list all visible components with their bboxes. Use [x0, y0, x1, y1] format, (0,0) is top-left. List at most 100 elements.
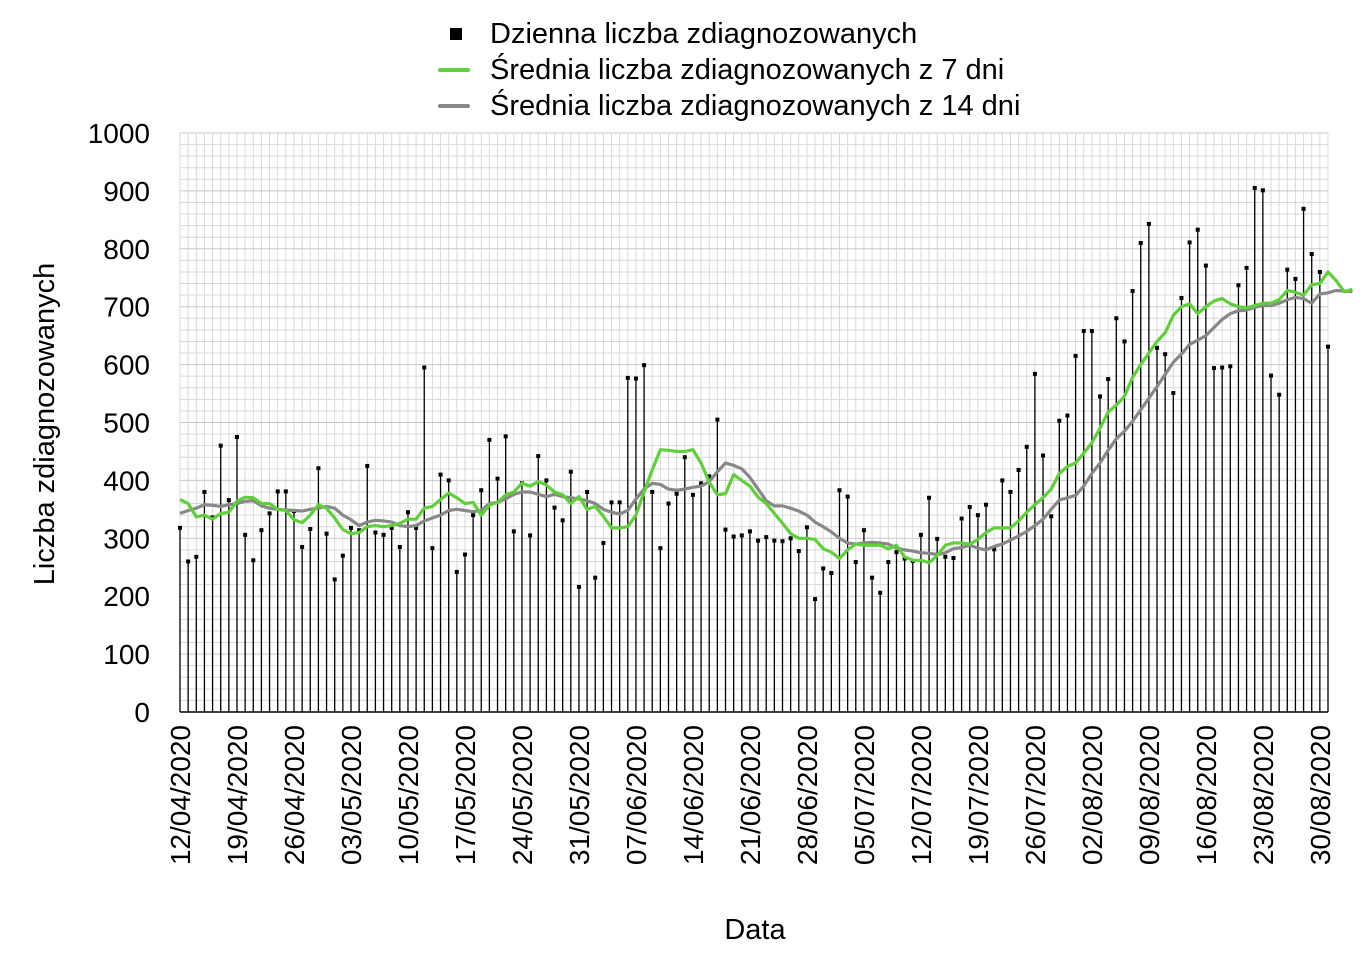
daily-marker — [1309, 252, 1314, 257]
daily-marker — [788, 536, 793, 541]
y-tick-label: 100 — [103, 639, 150, 670]
y-axis-title: Liczba zdiagnozowanych — [29, 263, 61, 585]
daily-marker — [935, 536, 940, 541]
daily-marker — [560, 518, 565, 523]
daily-marker — [894, 550, 899, 555]
x-axis-ticks: 12/04/2020 19/04/2020 26/04/2020 03/05/2020… — [165, 725, 1336, 865]
average-lines — [179, 270, 1353, 713]
daily-marker — [796, 549, 801, 554]
daily-marker — [1317, 269, 1322, 274]
daily-marker — [666, 501, 671, 506]
daily-marker — [1252, 186, 1257, 191]
daily-marker — [544, 478, 549, 483]
daily-marker — [1098, 394, 1103, 399]
daily-marker — [348, 525, 353, 530]
daily-marker — [870, 575, 875, 580]
daily-marker — [1277, 392, 1282, 397]
daily-marker — [682, 455, 687, 460]
legend-square-marker — [438, 16, 478, 52]
daily-marker — [414, 525, 419, 530]
x-tick-label: 10/05/2020 — [393, 725, 424, 865]
daily-marker — [397, 544, 402, 549]
daily-marker — [1008, 489, 1013, 494]
daily-marker — [471, 513, 476, 518]
daily-marker — [1228, 364, 1233, 369]
daily-marker — [316, 466, 321, 471]
daily-marker — [1114, 316, 1119, 321]
daily-marker — [218, 443, 223, 448]
y-tick-label: 0 — [134, 697, 150, 728]
x-tick-label: 14/06/2020 — [678, 725, 709, 865]
y-tick-label: 400 — [103, 465, 150, 496]
daily-marker — [715, 417, 720, 422]
x-tick-label: 16/08/2020 — [1191, 725, 1222, 865]
daily-marker — [300, 544, 305, 549]
daily-marker — [861, 528, 866, 533]
daily-marker — [756, 538, 761, 543]
daily-marker — [234, 434, 239, 439]
daily-marker — [259, 528, 264, 533]
daily-marker — [178, 525, 182, 530]
daily-marker — [552, 505, 557, 510]
daily-marker — [1000, 478, 1005, 483]
daily-marker — [503, 434, 508, 439]
daily-marker — [568, 469, 573, 474]
daily-marker — [1187, 240, 1192, 245]
y-tick-label: 300 — [103, 523, 150, 554]
x-tick-label: 24/05/2020 — [507, 725, 538, 865]
daily-marker — [959, 516, 964, 521]
daily-marker — [992, 547, 997, 552]
daily-marker — [536, 454, 541, 459]
daily-marker — [1089, 329, 1094, 334]
daily-marker — [267, 511, 272, 516]
daily-marker — [438, 472, 443, 477]
daily-marker — [194, 554, 199, 559]
daily-series — [178, 186, 1330, 712]
daily-marker — [381, 532, 386, 537]
daily-marker — [1285, 267, 1290, 272]
daily-marker — [984, 502, 989, 507]
daily-marker — [1130, 289, 1135, 294]
daily-marker — [1049, 514, 1054, 519]
daily-marker — [642, 363, 647, 368]
daily-marker — [186, 559, 191, 564]
x-tick-label: 17/05/2020 — [450, 725, 481, 865]
chart-grid — [179, 132, 1329, 713]
daily-marker — [1203, 263, 1208, 268]
daily-marker — [487, 437, 492, 442]
x-tick-label: 30/08/2020 — [1305, 725, 1336, 865]
daily-marker — [373, 530, 378, 535]
daily-marker — [357, 528, 362, 533]
daily-marker — [226, 498, 231, 503]
daily-marker — [674, 491, 679, 496]
y-tick-label: 500 — [103, 408, 150, 439]
daily-marker — [804, 525, 809, 530]
daily-marker — [576, 584, 581, 589]
daily-marker — [340, 553, 345, 558]
x-tick-label: 19/07/2020 — [963, 725, 994, 865]
daily-marker — [780, 539, 785, 544]
daily-marker — [878, 590, 883, 595]
daily-marker — [829, 571, 834, 576]
y-tick-label: 1000 — [88, 118, 150, 149]
daily-marker — [1260, 188, 1265, 193]
daily-marker — [422, 365, 427, 370]
daily-marker — [1179, 296, 1184, 301]
x-tick-label: 19/04/2020 — [222, 725, 253, 865]
daily-marker — [308, 527, 313, 532]
daily-marker — [837, 488, 842, 493]
daily-marker — [764, 535, 769, 540]
daily-marker — [528, 533, 533, 538]
daily-marker — [479, 488, 484, 493]
x-tick-label: 03/05/2020 — [336, 725, 367, 865]
daily-marker — [658, 546, 663, 551]
daily-marker — [454, 569, 459, 574]
y-tick-label: 200 — [103, 581, 150, 612]
legend-label-daily: Dzienna liczba zdiagnozowanych — [490, 18, 918, 50]
daily-marker — [1293, 276, 1298, 281]
daily-marker — [650, 489, 655, 494]
y-tick-label: 900 — [103, 176, 150, 207]
daily-marker — [1024, 444, 1029, 449]
daily-marker — [853, 560, 858, 565]
y-tick-label: 800 — [103, 234, 150, 265]
